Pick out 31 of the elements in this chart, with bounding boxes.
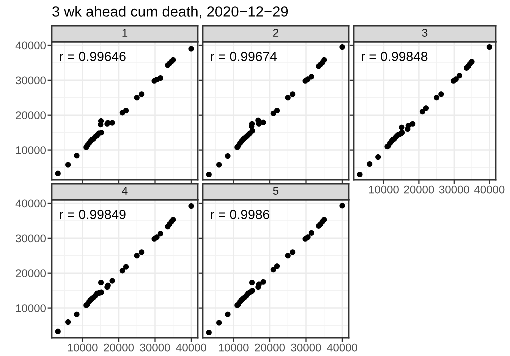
- x-tick-label: 20000: [404, 186, 434, 194]
- y-tick-label: 40000: [16, 200, 46, 208]
- x-tick-label: 10000: [68, 344, 98, 352]
- chart-subtitle: 3: [422, 29, 428, 37]
- y-tick-label: 30000: [16, 76, 46, 85]
- x-tick-label: 30000: [140, 344, 170, 352]
- y-tick-label: 10000: [16, 146, 46, 154]
- x-tick-label: 10000: [219, 344, 249, 352]
- chart-subtitle: 1: [122, 29, 128, 37]
- x-tick-label: 40000: [176, 344, 206, 352]
- x-tick-label: 20000: [255, 344, 286, 352]
- annotation: r = 0.9986: [211, 210, 270, 220]
- annotation: r = 0.99674: [211, 52, 278, 62]
- x-tick-label: 40000: [327, 344, 358, 352]
- chart-subtitle: 5: [273, 187, 279, 195]
- x-tick-label: 30000: [439, 186, 470, 194]
- annotation: r = 0.99646: [60, 52, 126, 62]
- x-tick-label: 40000: [474, 186, 505, 194]
- chart-subtitle: 2: [273, 29, 279, 37]
- y-tick-label: 40000: [16, 42, 46, 50]
- annotation: r = 0.99849: [60, 210, 126, 220]
- y-tick-label: 20000: [16, 112, 46, 120]
- x-tick-label: 10000: [369, 186, 399, 194]
- chart-subtitle: 4: [122, 187, 128, 195]
- y-tick-label: 30000: [16, 234, 46, 243]
- chart-title: 3 wk ahead cum death, 2020−12−29: [52, 6, 288, 19]
- y-tick-label: 10000: [16, 304, 46, 312]
- x-tick-label: 30000: [291, 344, 322, 352]
- x-tick-label: 20000: [104, 344, 134, 352]
- annotation: r = 0.99848: [362, 52, 428, 62]
- y-tick-label: 20000: [16, 270, 46, 278]
